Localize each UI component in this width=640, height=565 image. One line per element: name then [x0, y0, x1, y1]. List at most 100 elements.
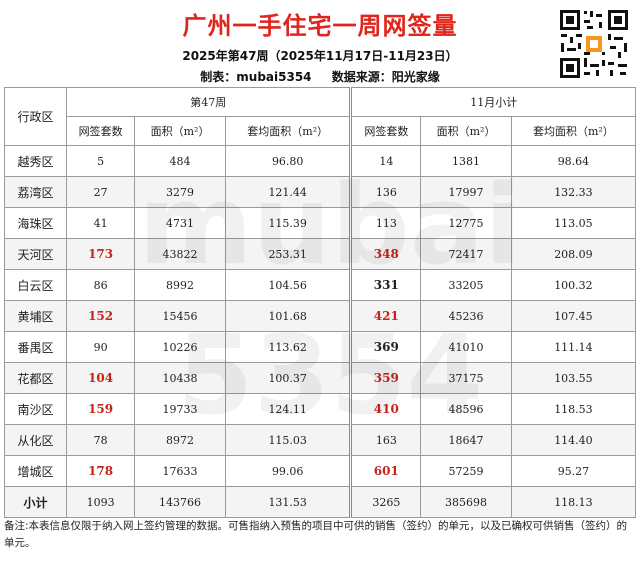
m-units-cell: 359 [349, 362, 422, 394]
m-units-cell: 136 [349, 176, 422, 208]
month-area-header: 面积（m²） [420, 116, 512, 146]
w-units-cell: 104 [65, 362, 136, 394]
m-units-cell: 113 [349, 207, 422, 239]
m-area-cell: 48596 [420, 393, 512, 425]
table-row: 番禺区 90 10226 113.62 369 41010 111.14 [4, 331, 637, 363]
m-units-cell: 348 [349, 238, 422, 270]
district-header: 行政区 [4, 87, 67, 146]
m-area-cell: 45236 [420, 300, 512, 332]
table-row: 从化区 78 8972 115.03 163 18647 114.40 [4, 424, 637, 456]
w-avg-cell: 96.80 [224, 145, 352, 177]
w-area-cell: 15456 [134, 300, 226, 332]
w-units-cell: 78 [65, 424, 136, 456]
m-area-cell: 12775 [420, 207, 512, 239]
week-units-header: 网签套数 [65, 116, 136, 146]
m-avg-cell: 107.45 [510, 300, 637, 332]
source-label: 数据来源：阳光家缘 [331, 70, 440, 84]
w-units-cell: 1093 [65, 486, 136, 518]
w-avg-cell: 99.06 [224, 455, 352, 487]
m-area-cell: 72417 [420, 238, 512, 270]
w-units-cell: 159 [65, 393, 136, 425]
w-avg-cell: 115.39 [224, 207, 352, 239]
w-area-cell: 19733 [134, 393, 226, 425]
total-row: 小计 1093 143766 131.53 3265 385698 118.13 [4, 486, 637, 518]
w-avg-cell: 113.62 [224, 331, 352, 363]
sales-table: 行政区 第47周 11月小计 网签套数 面积（m²） 套均面积（m²） 网签套数… [4, 87, 637, 518]
m-avg-cell: 114.40 [510, 424, 637, 456]
district-cell: 增城区 [4, 455, 67, 487]
table-row: 越秀区 5 484 96.80 14 1381 98.64 [4, 145, 637, 177]
w-area-cell: 8972 [134, 424, 226, 456]
m-units-cell: 421 [349, 300, 422, 332]
week-subtitle: 2025年第47周（2025年11月17日-11月23日） [182, 49, 458, 63]
w-area-cell: 17633 [134, 455, 226, 487]
footnote: 备注:本表信息仅限于纳入网上签约管理的数据。可售指纳入预售的项目中可供的销售（签… [4, 520, 628, 549]
m-units-cell: 14 [349, 145, 422, 177]
w-units-cell: 90 [65, 331, 136, 363]
w-area-cell: 143766 [134, 486, 226, 518]
w-avg-cell: 101.68 [224, 300, 352, 332]
w-avg-cell: 115.03 [224, 424, 352, 456]
table-row: 天河区 173 43822 253.31 348 72417 208.09 [4, 238, 637, 270]
w-avg-cell: 131.53 [224, 486, 352, 518]
w-units-cell: 5 [65, 145, 136, 177]
week-avg-header: 套均面积（m²） [224, 116, 352, 146]
district-cell: 黄埔区 [4, 300, 67, 332]
district-cell: 南沙区 [4, 393, 67, 425]
w-avg-cell: 253.31 [224, 238, 352, 270]
w-units-cell: 27 [65, 176, 136, 208]
district-cell: 从化区 [4, 424, 67, 456]
table-row: 南沙区 159 19733 124.11 410 48596 118.53 [4, 393, 637, 425]
m-area-cell: 37175 [420, 362, 512, 394]
m-avg-cell: 208.09 [510, 238, 637, 270]
m-units-cell: 163 [349, 424, 422, 456]
m-units-cell: 3265 [349, 486, 422, 518]
w-units-cell: 173 [65, 238, 136, 270]
district-cell: 天河区 [4, 238, 67, 270]
m-avg-cell: 113.05 [510, 207, 637, 239]
w-units-cell: 41 [65, 207, 136, 239]
m-avg-cell: 100.32 [510, 269, 637, 301]
m-area-cell: 57259 [420, 455, 512, 487]
credits-line: 制表：mubai5354 数据来源：阳光家缘 [0, 68, 640, 85]
table-row: 黄埔区 152 15456 101.68 421 45236 107.45 [4, 300, 637, 332]
m-avg-cell: 98.64 [510, 145, 637, 177]
m-units-cell: 601 [349, 455, 422, 487]
w-area-cell: 3279 [134, 176, 226, 208]
district-cell: 小计 [4, 486, 67, 518]
w-area-cell: 43822 [134, 238, 226, 270]
m-area-cell: 17997 [420, 176, 512, 208]
m-units-cell: 410 [349, 393, 422, 425]
qr-code-icon [558, 8, 630, 80]
author-label: 制表：mubai5354 [200, 70, 312, 84]
w-avg-cell: 104.56 [224, 269, 352, 301]
district-cell: 越秀区 [4, 145, 67, 177]
district-cell: 番禺区 [4, 331, 67, 363]
week-group-header: 第47周 [65, 87, 352, 117]
m-area-cell: 385698 [420, 486, 512, 518]
w-area-cell: 4731 [134, 207, 226, 239]
table-row: 增城区 178 17633 99.06 601 57259 95.27 [4, 455, 637, 487]
m-avg-cell: 103.55 [510, 362, 637, 394]
page-title: 广州一手住宅一周网签量 [182, 12, 458, 40]
m-area-cell: 33205 [420, 269, 512, 301]
w-avg-cell: 121.44 [224, 176, 352, 208]
m-avg-cell: 132.33 [510, 176, 637, 208]
w-area-cell: 8992 [134, 269, 226, 301]
m-area-cell: 41010 [420, 331, 512, 363]
m-avg-cell: 118.13 [510, 486, 637, 518]
table-row: 荔湾区 27 3279 121.44 136 17997 132.33 [4, 176, 637, 208]
m-avg-cell: 95.27 [510, 455, 637, 487]
month-units-header: 网签套数 [349, 116, 422, 146]
m-avg-cell: 118.53 [510, 393, 637, 425]
w-area-cell: 10226 [134, 331, 226, 363]
m-area-cell: 1381 [420, 145, 512, 177]
table-row: 海珠区 41 4731 115.39 113 12775 113.05 [4, 207, 637, 239]
w-units-cell: 178 [65, 455, 136, 487]
w-area-cell: 484 [134, 145, 226, 177]
m-units-cell: 331 [349, 269, 422, 301]
district-cell: 白云区 [4, 269, 67, 301]
m-area-cell: 18647 [420, 424, 512, 456]
w-units-cell: 86 [65, 269, 136, 301]
w-avg-cell: 100.37 [224, 362, 352, 394]
